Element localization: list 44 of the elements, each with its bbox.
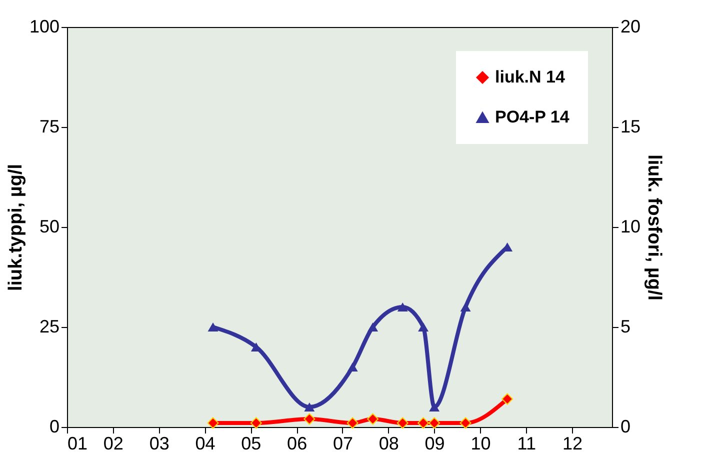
y2-tick-label: 15 (620, 116, 641, 136)
point (250, 417, 262, 429)
y-axis-title: liuk.typpi, µg/l (5, 164, 26, 292)
x-tick-label: 10 (470, 434, 491, 454)
point (207, 417, 219, 429)
y2-tick-label: 10 (620, 216, 641, 236)
point (502, 393, 514, 405)
y-tick-label: 50 (39, 216, 60, 236)
point (367, 413, 379, 425)
point (429, 402, 440, 412)
point (418, 322, 429, 332)
point (368, 322, 378, 332)
y-tick-label: 25 (39, 316, 60, 336)
x-tick-label: 01 (68, 434, 88, 454)
x-tick-label: 07 (332, 434, 353, 454)
x-tick-label: 08 (378, 434, 399, 454)
x-tick-label: 05 (241, 434, 262, 454)
x-tick-label: 12 (562, 434, 583, 454)
point (460, 302, 471, 312)
point (304, 402, 315, 412)
y-tick-label: 0 (49, 416, 60, 436)
y2-tick-label: 0 (620, 416, 631, 436)
x-tick-label: 09 (424, 434, 445, 454)
y2-tick-label: 5 (620, 316, 631, 336)
point (208, 322, 218, 332)
point (397, 302, 408, 312)
x-tick-label: 06 (287, 434, 308, 454)
x-tick-label: 04 (195, 434, 216, 454)
point (346, 417, 358, 429)
legend-label: liuk.N 14 (495, 68, 566, 86)
point (347, 362, 358, 372)
point (460, 417, 472, 429)
y2-axis-title: liuk. fosfori, µg/l (644, 154, 665, 301)
x-tick-label: 11 (517, 434, 536, 454)
y-tick-label: 75 (39, 116, 60, 136)
legend-label: PO4-P 14 (495, 108, 570, 126)
x-tick-label: 03 (149, 434, 170, 454)
y-tick-label: 100 (29, 16, 60, 36)
point (418, 417, 430, 429)
x-tick-label: 02 (103, 434, 124, 454)
point (428, 417, 440, 429)
point (304, 413, 316, 425)
point (396, 417, 408, 429)
y2-tick-label: 20 (620, 16, 641, 36)
